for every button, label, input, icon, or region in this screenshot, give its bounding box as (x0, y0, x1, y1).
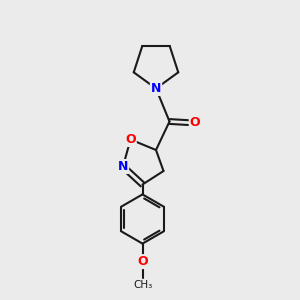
Text: O: O (137, 255, 148, 268)
Text: O: O (190, 116, 200, 130)
Text: N: N (151, 82, 161, 95)
Text: CH₃: CH₃ (133, 280, 152, 290)
Text: O: O (125, 133, 136, 146)
Text: N: N (118, 160, 128, 173)
